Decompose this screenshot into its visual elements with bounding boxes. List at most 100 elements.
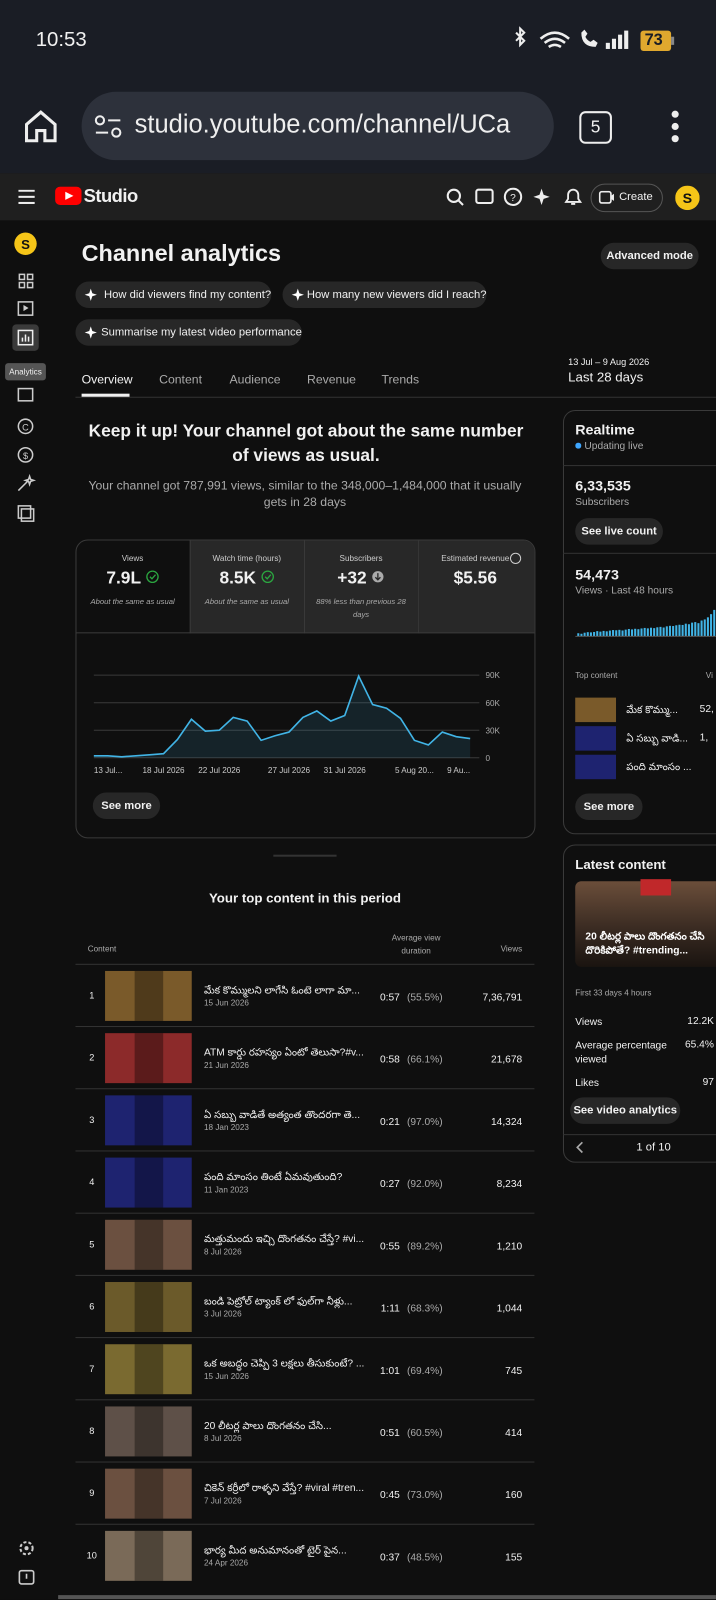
bar [700, 620, 703, 637]
row-divider [75, 1212, 535, 1214]
bar [703, 619, 706, 637]
sparkle-icon [84, 288, 97, 301]
see-video-analytics-button[interactable]: See video analytics [570, 1097, 681, 1124]
thumbnail[interactable] [105, 1157, 192, 1208]
video-title[interactable]: 20 లీటర్ల పాలు దొంగతనం చేసి... [203, 1420, 332, 1432]
tab[interactable]: Trends [381, 372, 420, 387]
thumbnail[interactable] [105, 1282, 192, 1332]
video-date: 3 Jul 2026 [203, 1309, 242, 1319]
views: 8,234 [496, 1179, 523, 1191]
prev-button[interactable] [575, 1141, 585, 1154]
thumbnail[interactable] [105, 1095, 192, 1146]
tab[interactable]: Audience [229, 372, 281, 387]
avg-percent: (92.0%) [406, 1179, 443, 1191]
thumbnail[interactable] [105, 1344, 192, 1395]
y-tick-label: 0 [485, 754, 490, 763]
metric-value-text: +32 [337, 568, 367, 588]
stat-label: Average percentage viewed [575, 1040, 667, 1066]
top-content-label: Top content [575, 671, 618, 681]
see-more-button[interactable]: See more [92, 792, 161, 819]
video-title[interactable]: ఒక అబద్ధం చెప్పి 3 లక్షలు తీసుకుంటే? ... [203, 1358, 365, 1370]
views: 155 [505, 1552, 523, 1564]
top-content-title[interactable]: మేక కొమ్ము... [626, 704, 679, 716]
sidebar-footer-icons[interactable] [16, 1538, 38, 1589]
prompt-text[interactable]: How did viewers find my content? [104, 288, 272, 301]
tab[interactable]: Content [159, 372, 202, 387]
date-range-label[interactable]: Last 28 days [568, 369, 644, 385]
overview-card [75, 539, 536, 839]
thumbnail[interactable] [575, 726, 617, 751]
bar [678, 624, 681, 637]
thumbnail[interactable] [105, 1406, 192, 1457]
y-tick-label: 60K [485, 699, 500, 708]
latest-video-title[interactable]: 20 లీటర్ల పాలు దొంగతనం చేసి దొరికిపోతే? … [585, 931, 705, 957]
realtime-status: Updating live [584, 440, 644, 452]
url-bar[interactable] [81, 91, 554, 161]
video-title[interactable]: ATM కార్డు రహస్యం ఏంటో తెలుసా?#v... [203, 1047, 364, 1059]
thumbnail[interactable] [105, 970, 192, 1021]
url-text[interactable]: studio.youtube.com/channel/UCa [134, 110, 511, 139]
thumbnail[interactable] [105, 1468, 192, 1519]
thumbnail[interactable] [105, 1530, 192, 1581]
bar [608, 630, 611, 637]
top-content-title[interactable]: పంది మాంసం ... [626, 761, 692, 774]
live-dot [575, 442, 582, 449]
video-title[interactable]: ఏ సబ్బు వాడితే అత్యంత తొందరగా తె... [203, 1109, 361, 1121]
row-divider [75, 1088, 535, 1090]
video-title[interactable]: చికెన్ కర్రీలో రాళ్ళని వేస్తే? #viral #t… [203, 1482, 365, 1495]
check-icon [145, 570, 159, 584]
views-header: Vi [705, 671, 713, 681]
video-title[interactable]: బండి పెట్రోల్ ట్యాంక్ లో ఫుల్‌గా నీళ్లు.… [203, 1296, 353, 1308]
thumbnail[interactable] [575, 754, 617, 780]
video-title[interactable]: మత్తుమందు ఇచ్చి దొంగతనం చేస్తే? #vi... [203, 1234, 365, 1246]
top-content-title: Your top content in this period [208, 890, 401, 906]
video-title[interactable]: పంది మాంసం తింటే ఏమవుతుంది? [203, 1171, 343, 1184]
youtube-logo[interactable] [55, 186, 82, 205]
advanced-mode-button[interactable]: Advanced mode [600, 242, 699, 270]
stat-label: Likes [575, 1078, 600, 1090]
scroll-hint [273, 854, 337, 857]
tab[interactable]: Revenue [306, 372, 356, 387]
tab-count[interactable]: 5 [579, 111, 612, 144]
create-button[interactable] [590, 183, 663, 213]
date-range[interactable]: 13 Jul – 9 Aug 2026 [568, 356, 650, 368]
realtime-views-label: Views · Last 48 hours [575, 585, 674, 597]
site-info-icon[interactable] [94, 114, 125, 138]
top-content-title[interactable]: ఏ సబ్బు వాడి... [626, 733, 689, 745]
logo-text[interactable]: Studio [83, 185, 139, 207]
tooltip: Analytics [5, 363, 46, 381]
prompt-text[interactable]: Summarise my latest video performance [101, 326, 302, 339]
bar [631, 629, 634, 637]
home-button[interactable] [22, 108, 59, 145]
thumbnail[interactable] [105, 1033, 192, 1084]
menu-button[interactable] [668, 110, 682, 143]
header-icons[interactable]: ? [446, 187, 589, 208]
video-title[interactable]: భార్య మీద అనుమానంతో టైర్ పైన... [203, 1545, 347, 1557]
avatar[interactable]: S [675, 185, 700, 211]
video-date: 15 Jun 2026 [203, 998, 249, 1008]
bar [580, 633, 583, 637]
bar [646, 628, 649, 637]
sparkle-icon [291, 288, 304, 301]
info-icon [509, 552, 522, 565]
see-more-button[interactable]: See more [575, 793, 643, 820]
prompt-chip[interactable]: How did viewers find my content? [75, 281, 272, 309]
video-title[interactable]: మేక కొమ్ములని లాగేసి ఓంటె లాగా మా... [203, 985, 360, 997]
create-label[interactable]: Create [619, 190, 653, 203]
hamburger[interactable] [18, 189, 36, 204]
views: 7,36,791 [482, 992, 523, 1004]
see-live-count-button[interactable]: See live count [575, 518, 663, 545]
thumbnail[interactable] [575, 697, 617, 723]
prompt-chip[interactable]: How many new viewers did I reach? [282, 281, 487, 309]
realtime-subscribers: 6,33,535 [575, 477, 631, 494]
realtime-title: Realtime [575, 421, 635, 438]
active-tab-indicator [81, 393, 130, 397]
sidebar-icons[interactable]: S C $ [12, 230, 43, 536]
video-date: 8 Jul 2026 [203, 1433, 242, 1444]
prompt-chip[interactable]: Summarise my latest video performance [75, 319, 302, 346]
metric-value: 8.5K [190, 568, 304, 588]
thumbnail[interactable] [105, 1219, 192, 1270]
prompt-text[interactable]: How many new viewers did I reach? [306, 288, 487, 301]
bar [684, 623, 687, 637]
tab[interactable]: Overview [81, 372, 133, 387]
